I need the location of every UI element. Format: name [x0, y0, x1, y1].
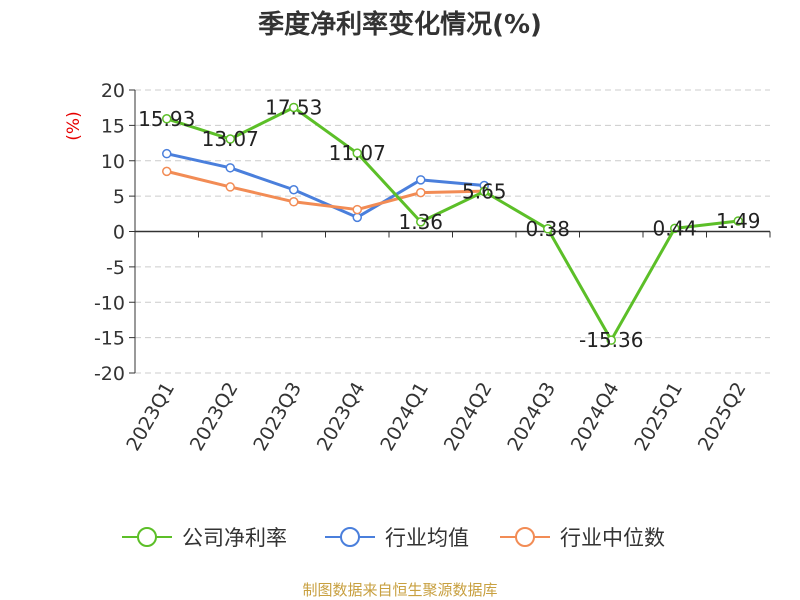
- series-point[interactable]: [289, 185, 299, 195]
- series-point[interactable]: [543, 224, 553, 234]
- series-point[interactable]: [352, 204, 362, 215]
- grid: [135, 89, 770, 374]
- series-line: [166, 105, 739, 342]
- series-point[interactable]: [416, 187, 426, 198]
- data-label: 15.93: [138, 107, 195, 131]
- y-tick-label: 5: [113, 186, 125, 208]
- series-point[interactable]: [289, 102, 299, 113]
- series-point[interactable]: [416, 217, 426, 227]
- series-point[interactable]: [162, 148, 172, 159]
- x-tick-label: 2024Q2: [440, 379, 497, 455]
- x-tick-label: 2025Q2: [694, 379, 751, 455]
- x-tick-label: 2023Q1: [122, 379, 179, 455]
- y-axis-label: (%): [64, 111, 84, 140]
- series-point[interactable]: [225, 163, 235, 173]
- legend-marker: [340, 527, 360, 547]
- y-tick-label: -10: [94, 292, 125, 314]
- series-point[interactable]: [352, 212, 362, 223]
- data-label: 13.07: [202, 127, 259, 151]
- x-tick-label: 2024Q3: [503, 379, 560, 455]
- data-label: -15.36: [579, 328, 643, 352]
- x-tick-label: 2023Q4: [313, 379, 370, 455]
- data-label: 11.07: [329, 141, 386, 165]
- x-tick-label: 2024Q1: [376, 379, 433, 455]
- series-point[interactable]: [416, 175, 426, 185]
- series-point[interactable]: [352, 148, 362, 158]
- data-label: 1.49: [716, 209, 761, 233]
- data-label: 0.44: [652, 216, 697, 240]
- series-point[interactable]: [162, 166, 172, 177]
- legend-label[interactable]: 公司净利率: [182, 526, 287, 550]
- series-group: [162, 102, 743, 345]
- y-tick-label: -5: [106, 257, 125, 279]
- data-label: 1.36: [398, 210, 443, 234]
- series-point[interactable]: [162, 114, 172, 124]
- legend-marker: [515, 527, 535, 547]
- series-point[interactable]: [733, 216, 743, 226]
- x-tick-label: 2023Q2: [186, 379, 243, 455]
- y-tick-label: -20: [94, 363, 125, 385]
- data-label: 17.53: [265, 95, 322, 119]
- legend-label[interactable]: 行业均值: [385, 526, 469, 550]
- series-point[interactable]: [289, 197, 299, 207]
- y-tick-label: 15: [101, 115, 125, 137]
- data-label: 5.65: [462, 180, 507, 204]
- data-label: 0.38: [525, 217, 570, 241]
- series-point[interactable]: [606, 335, 616, 345]
- series-point[interactable]: [670, 223, 680, 234]
- series-line: [166, 152, 485, 219]
- y-tick-label: 20: [101, 80, 125, 102]
- series-line: [166, 169, 485, 212]
- y-tick-label: 10: [101, 151, 125, 173]
- series-point[interactable]: [225, 134, 235, 144]
- y-tick-label: 0: [113, 222, 125, 244]
- series-point[interactable]: [225, 182, 235, 192]
- x-tick-label: 2025Q1: [630, 379, 687, 455]
- y-tick-label: -15: [94, 328, 125, 350]
- x-tick-label: 2023Q3: [249, 379, 306, 455]
- legend-label[interactable]: 行业中位数: [560, 526, 665, 550]
- legend[interactable]: 公司净利率 行业均值 行业中位数: [122, 526, 665, 550]
- series-point[interactable]: [479, 186, 489, 197]
- x-tick-label: 2024Q4: [567, 379, 624, 455]
- legend-marker: [137, 527, 157, 547]
- source-note: 制图数据来自恒生聚源数据库: [302, 581, 497, 599]
- chart-title: 季度净利率变化情况(%): [258, 9, 542, 40]
